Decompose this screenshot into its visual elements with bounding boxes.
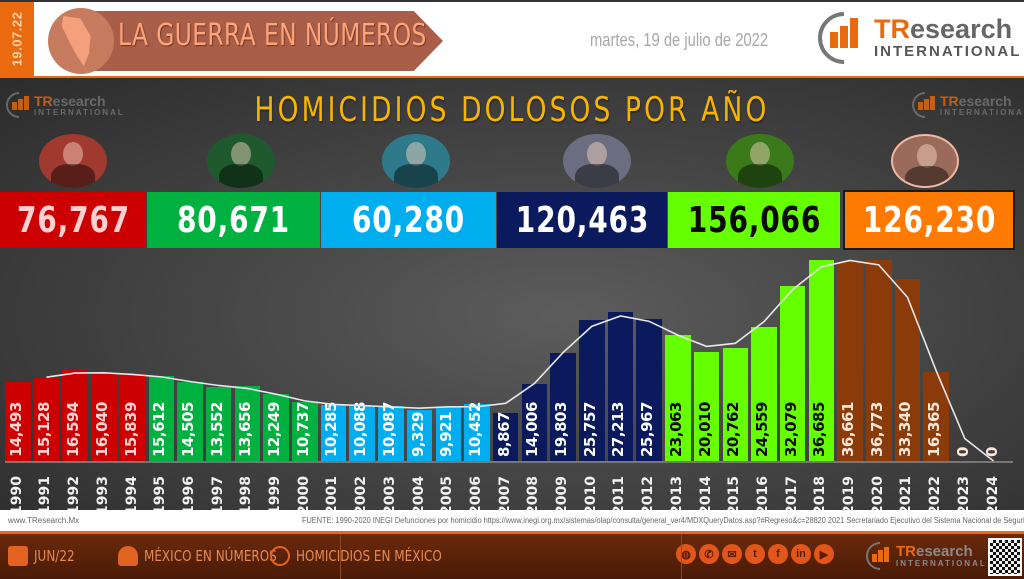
bar-2017: 32,079 [779,285,806,461]
twitter-icon[interactable]: t [745,544,765,564]
bar-2021: 33,340 [894,278,921,461]
bar-2005: 9,921 [435,406,461,461]
chart-title: HOMICIDIOS DOLOSOS POR AÑO [254,90,770,130]
top-header: 19.07.22 LA GUERRA EN NÚMEROS martes, 19… [0,0,1024,80]
period-total-2013-2018: 156,066 [668,192,840,248]
bar-2012: 25,967 [636,319,662,461]
bar-1994: 15,839 [119,374,146,461]
bar-2007: 8,867 [492,412,519,461]
logo-chart-icon [0,86,38,124]
chat-bubble-chart-icon [270,546,290,566]
bar-2018: 36,685 [808,260,835,461]
social-links: ◍ ✆ ✉ t f in ▶ [676,544,834,564]
trend-line [46,259,995,462]
bar-2016: 24,559 [751,326,777,461]
bar-1998: 13,656 [234,386,261,461]
section-banner: LA GUERRA EN NÚMEROS [48,8,448,74]
president-portrait [39,134,107,188]
bar-2022: 16,365 [923,371,949,461]
bar-2009: 19,803 [550,352,576,461]
date-strip: 19.07.22 [0,2,34,76]
bar-2010: 25,757 [579,320,605,461]
facebook-icon[interactable]: f [768,544,788,564]
bar-1990: 14,493 [5,381,31,461]
bar-1991: 15,128 [33,378,60,461]
bar-2008: 14,006 [521,384,548,461]
bar-chart: 14,493 1990 15,128 1991 16,594 1992 16,040 1993… [0,78,1024,515]
whatsapp-icon[interactable]: ✆ [699,544,719,564]
bar-1993: 16,040 [91,373,117,461]
bar-2014: 20,010 [693,351,720,461]
president-portrait [563,134,631,188]
banner-arrow [78,11,443,71]
tresearch-logo-small-left: TResearch INTERNATIONAL [0,86,125,124]
website-link[interactable]: www.TResearch.Mx [8,516,80,525]
map-pin-icon [118,546,138,566]
bar-2002: 10,088 [349,402,375,461]
president-portrait [726,134,794,188]
bar-2000: 10,737 [292,402,318,461]
x-axis-line [5,461,1013,463]
president-totals: 76,767 80,671 60,280 120,463 156,066 126,230 [0,190,1024,250]
bar-2004: 9,329 [406,410,433,461]
bar-2011: 27,213 [607,312,634,461]
tresearch-logo-footer: TResearch INTERNATIONAL [860,536,987,576]
bar-2020: 36,773 [866,260,892,461]
bar-1992: 16,594 [62,370,88,461]
bar-2006: 10,452 [464,402,490,461]
period-total-1995-2000: 80,671 [147,192,320,248]
logo-chart-icon [807,1,881,75]
globe-icon[interactable]: ◍ [676,544,696,564]
mexico-map-icon [48,8,114,74]
source-citation: FUENTE: 1990-2020 INEGI Defunciones por … [302,516,1024,525]
bar-1996: 14,505 [177,381,203,461]
date-strip-text: 19.07.22 [9,11,25,67]
president-portrait [382,134,450,188]
banner-title: LA GUERRA EN NÚMEROS [118,18,427,53]
bar-1997: 13,552 [205,386,232,461]
logo-chart-icon [860,536,900,576]
bar-2015: 20,762 [722,347,748,461]
source-bar: www.TResearch.Mx FUENTE: 1990-2020 INEGI… [0,510,1024,534]
period-total-2007-2012: 120,463 [497,192,667,248]
qr-code[interactable] [988,538,1022,576]
bar-1995: 15,612 [148,375,174,461]
president-portrait [207,134,275,188]
footer-divider [681,534,682,579]
linkedin-icon[interactable]: in [791,544,811,564]
publication-date: martes, 19 de julio de 2022 [590,30,769,50]
bar-2019: 36,661 [837,260,863,461]
period-total-1990-1994: 76,767 [0,192,146,248]
footer-divider [340,534,341,579]
tresearch-logo: TResearch INTERNATIONAL [807,1,1021,75]
bar-2013: 23,063 [665,334,691,461]
bar-2003: 10,087 [378,402,404,461]
footer-topic[interactable]: HOMICIDIOS EN MÉXICO [270,546,478,566]
mail-icon[interactable]: ✉ [722,544,742,564]
calendar-clock-icon [8,546,28,566]
period-total-2001-2006: 60,280 [321,192,496,248]
chart-area: TResearch INTERNATIONAL TResearch INTERN… [0,78,1024,515]
tresearch-logo-small-right: TResearch INTERNATIONAL [906,86,1024,124]
bar-1999: 12,249 [263,394,289,461]
footer-section[interactable]: MÉXICO EN NÚMEROS [118,546,310,566]
period-total-2019-2024: 126,230 [843,190,1015,250]
bar-2001: 10,285 [320,402,347,461]
footer: JUN/22 MÉXICO EN NÚMEROS HOMICIDIOS EN M… [0,534,1024,579]
logo-chart-icon [906,86,944,124]
footer-date: JUN/22 [8,546,85,566]
president-portrait [891,134,959,188]
youtube-icon[interactable]: ▶ [814,544,834,564]
